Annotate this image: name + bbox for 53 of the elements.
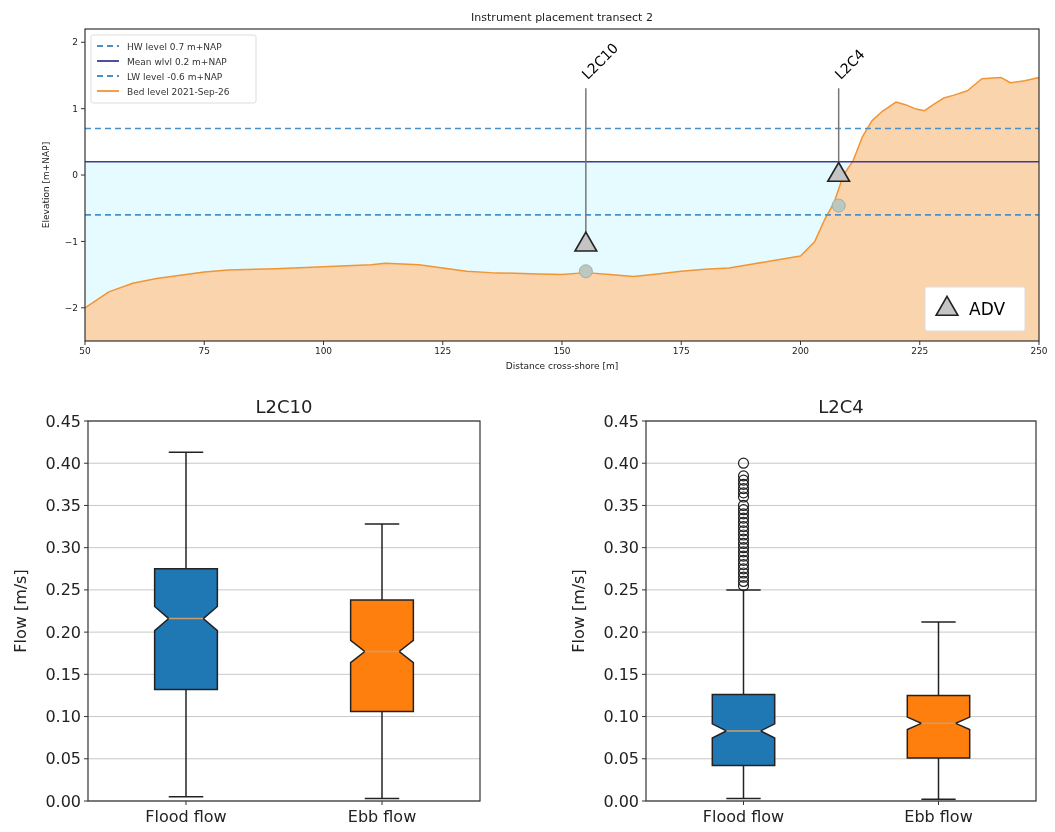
legend-label: HW level 0.7 m+NAP [127, 41, 223, 52]
chart-title: L2C4 [818, 396, 864, 417]
y-tick-label: 0.15 [45, 664, 81, 684]
x-tick-label: 225 [911, 346, 929, 357]
chart-title: L2C10 [255, 396, 313, 417]
y-tick-label: 2 [72, 37, 78, 48]
chart-title: Instrument placement transect 2 [471, 11, 653, 24]
y-tick-label: 0.35 [603, 496, 639, 516]
y-tick-label: 0.20 [603, 622, 639, 642]
y-tick-label: 0.30 [603, 538, 639, 558]
x-tick-label: 150 [553, 346, 571, 357]
y-tick-label: 0.00 [45, 791, 81, 811]
x-tick-label: 250 [1030, 346, 1048, 357]
y-axis-title: Flow [m/s] [569, 569, 588, 653]
y-tick-label: 0.05 [603, 749, 639, 769]
x-tick-label: Ebb flow [904, 806, 973, 826]
y-tick-label: 0.05 [45, 749, 81, 769]
point [831, 198, 846, 213]
x-tick-label: 175 [672, 346, 690, 357]
x-tick-label: 100 [314, 346, 333, 357]
y-axis-title: Flow [m/s] [11, 569, 30, 653]
y-tick-label: 0.25 [603, 580, 639, 600]
point [826, 161, 851, 183]
y-tick-label: 0 [72, 170, 79, 181]
y-tick-label: 1 [72, 103, 78, 114]
y-tick-label: −1 [64, 236, 78, 247]
x-tick-label: 50 [79, 346, 91, 357]
y-tick-label: 0.10 [45, 707, 81, 727]
legend-label: ADV [969, 299, 1006, 319]
y-axis-title: Elevation [m+NAP] [41, 141, 51, 229]
y-tick-label: 0.25 [45, 580, 81, 600]
y-tick-label: 0.30 [45, 538, 81, 558]
x-tick-label: Ebb flow [347, 806, 417, 826]
y-tick-label: 0.10 [603, 707, 639, 727]
x-tick-label: Flood flow [702, 806, 785, 826]
x-axis-title: Distance cross-shore [m] [505, 361, 619, 371]
y-tick-label: 0.15 [603, 664, 639, 684]
y-tick-label: 0.45 [603, 411, 639, 431]
y-tick-label: 0.40 [45, 453, 81, 473]
y-tick-label: 0.20 [45, 622, 81, 642]
x-tick-label: 75 [198, 346, 210, 357]
y-tick-label: −2 [64, 302, 78, 313]
y-tick-label: 0.35 [45, 496, 81, 516]
legend-label: Bed level 2021-Sep-26 [127, 86, 230, 97]
x-tick-label: 200 [791, 346, 810, 357]
legend-label: LW level -0.6 m+NAP [127, 71, 223, 82]
legend-label: Mean wlvl 0.2 m+NAP [127, 56, 228, 67]
y-tick-label: 0.45 [45, 411, 81, 431]
x-tick-label: Flood flow [145, 806, 227, 826]
y-tick-label: 0.00 [603, 791, 639, 811]
y-tick-label: 0.40 [603, 453, 639, 473]
point [578, 264, 593, 279]
x-tick-label: 125 [434, 346, 452, 357]
